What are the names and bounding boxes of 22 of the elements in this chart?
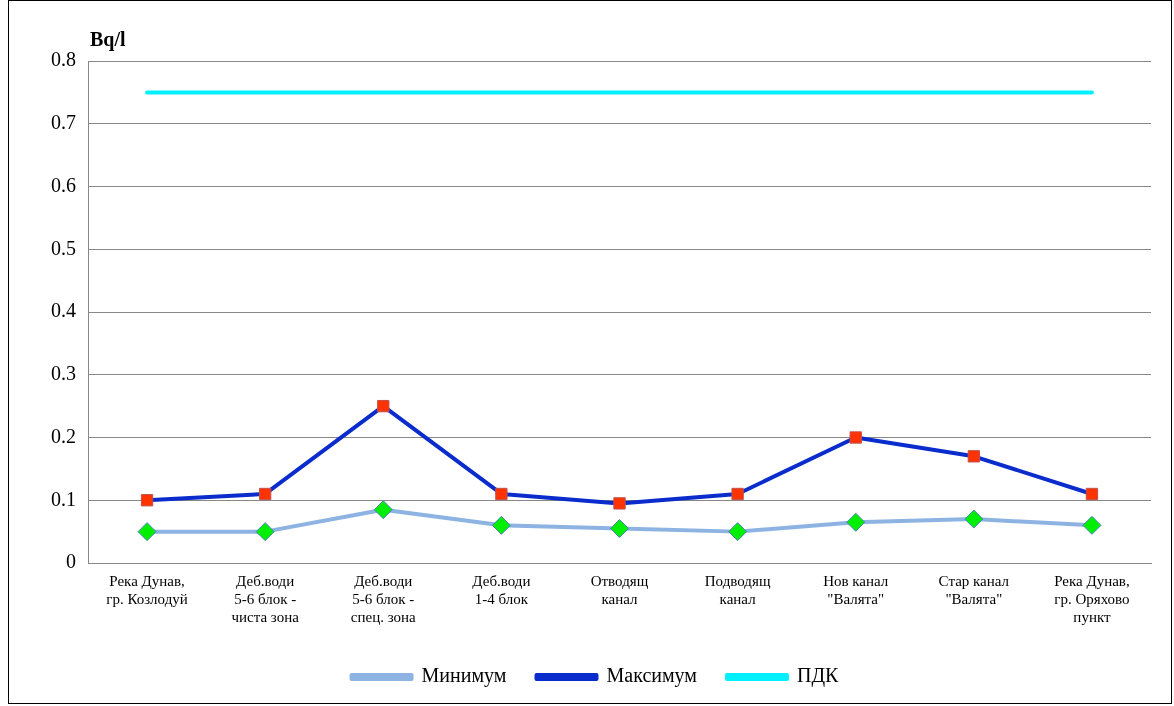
y-tick-label: 0.5 [51, 236, 76, 259]
x-tick-label: Подводящ канал [704, 572, 771, 607]
x-tick-label: Деб.води 1-4 блок [472, 572, 531, 607]
x-tick-label: Река Дунав, гр. Оряхово пункт [1054, 572, 1130, 625]
legend-label: ПДК [797, 664, 840, 688]
legend-label: Минимум [421, 664, 507, 688]
x-tick-label: Река Дунав, гр. Козлодуй [106, 572, 188, 607]
y-axis-title: Bq/l [90, 28, 127, 52]
y-tick-label: 0.2 [51, 424, 76, 447]
x-tick-label: Отводящ канал [590, 572, 649, 607]
y-tick-label: 0.3 [51, 362, 76, 384]
y-tick-label: 0.4 [51, 299, 76, 322]
x-tick-label: Стар канал "Валята" [938, 572, 1010, 607]
x-tick-label: Деб.води 5-6 блок - чиста зона [231, 572, 300, 625]
y-tick-label: 0.8 [51, 48, 76, 71]
y-tick-label: 0 [66, 550, 76, 573]
y-tick-label: 0.7 [51, 111, 76, 133]
x-tick-label: Деб.води 5-6 блок - спец. зона [350, 572, 417, 625]
y-tick-label: 0.6 [51, 173, 76, 196]
legend-label: Максимум [606, 664, 698, 688]
x-tick-label: Нов канал "Валята" [823, 572, 889, 607]
y-tick-label: 0.1 [51, 487, 76, 510]
